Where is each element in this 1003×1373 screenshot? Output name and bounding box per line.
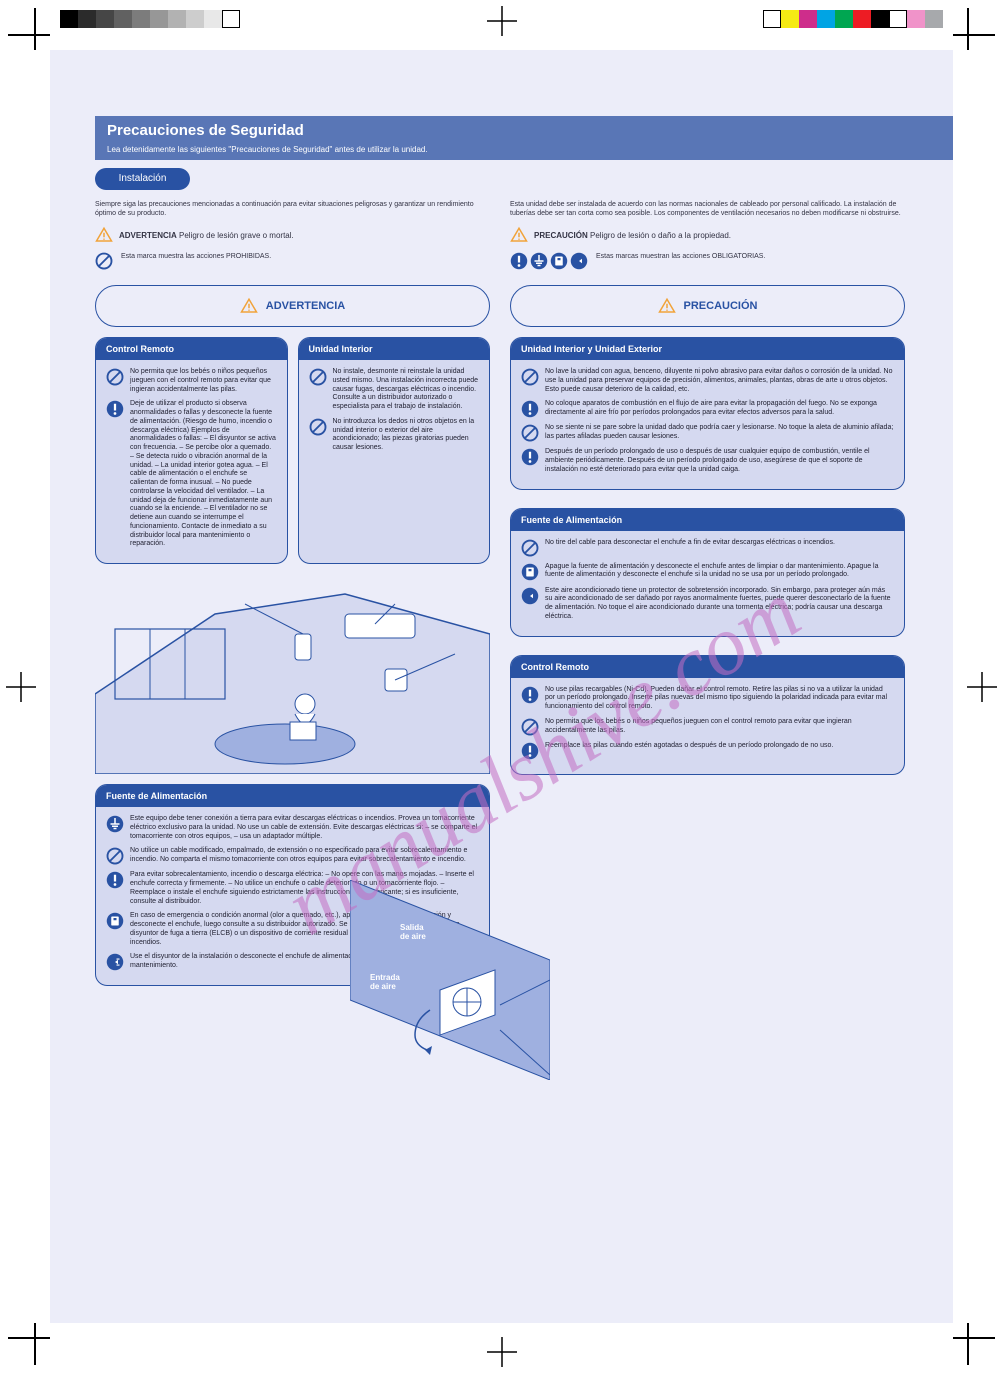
registration-mark [487, 6, 517, 36]
room-illustration [95, 574, 490, 774]
unplug-icon [570, 252, 588, 275]
card-control-remoto: Control Remoto No permita que los bebés … [95, 337, 288, 564]
section-label: ADVERTENCIA [266, 300, 345, 312]
card-title: Fuente de Alimentación [96, 785, 489, 807]
legend-mandatory: Estas marcas muestran las acciones OBLIG… [510, 252, 905, 275]
left-column: Siempre siga las precauciones mencionada… [95, 200, 490, 986]
warning-triangle-icon [95, 226, 113, 244]
manual-page: Precauciones de Seguridad Lea detenidame… [50, 50, 953, 1323]
card-body: No use pilas recargables (Ni-Cd). Pueden… [511, 678, 904, 774]
print-grayscale-bar [60, 10, 240, 28]
header-subtitle: Lea detenidamente las siguientes "Precau… [95, 145, 953, 154]
crop-mark [34, 8, 36, 50]
svg-text:de aire: de aire [400, 932, 426, 941]
legend-prohibit: Esta marca muestra las acciones PROHIBID… [95, 252, 490, 275]
svg-text:Entrada: Entrada [370, 973, 400, 982]
print-color-bar [763, 10, 943, 28]
ground-icon [106, 815, 124, 833]
registration-mark [967, 672, 997, 702]
warning-triangle-icon [658, 297, 676, 315]
card-title: Unidad Interior y Unidad Exterior [511, 338, 904, 360]
registration-mark [6, 672, 36, 702]
cards-row: Control Remoto No permita que los bebés … [95, 337, 490, 564]
card-body: No permita que los bebés o niños pequeño… [96, 360, 287, 563]
card-fuente-alimentacion-right: Fuente de Alimentación No tire del cable… [510, 508, 905, 637]
svg-text:de aire: de aire [370, 982, 396, 991]
prohibit-icon [521, 539, 539, 557]
crop-mark [8, 1337, 50, 1339]
prohibit-icon [521, 718, 539, 736]
prohibit-icon [309, 418, 327, 436]
warning-triangle-icon [510, 226, 528, 244]
switch-off-icon [550, 252, 568, 275]
card-body: No lave la unidad con agua, benceno, dil… [511, 360, 904, 489]
warning-triangle-icon [240, 297, 258, 315]
card-unidad-interior-exterior: Unidad Interior y Unidad Exterior No lav… [510, 337, 905, 490]
switch-off-icon [521, 563, 539, 581]
outdoor-unit-illustration: Entrada de aire Salida de aire [350, 880, 550, 1080]
crop-mark [953, 34, 995, 36]
caution-text: PRECAUCIÓN Peligro de lesión o daño a la… [534, 231, 731, 240]
card-control-remoto-right: Control Remoto No use pilas recargables … [510, 655, 905, 775]
intro-text: Esta unidad debe ser instalada de acuerd… [510, 200, 905, 218]
unplug-icon [106, 953, 124, 971]
warning-advisory: ADVERTENCIA Peligro de lesión grave o mo… [95, 226, 490, 244]
mandatory-icon [521, 400, 539, 418]
header-band: Precauciones de Seguridad Lea detenidame… [95, 116, 953, 160]
registration-mark [487, 1337, 517, 1367]
mandatory-icon [521, 742, 539, 760]
switch-off-icon [106, 912, 124, 930]
card-title: Fuente de Alimentación [511, 509, 904, 531]
caution-advisory: PRECAUCIÓN Peligro de lesión o daño a la… [510, 226, 905, 244]
prohibit-icon [521, 368, 539, 386]
card-title: Control Remoto [511, 656, 904, 678]
header-title: Precauciones de Seguridad [95, 116, 953, 145]
ground-icon [530, 252, 548, 275]
prohibit-icon [95, 252, 113, 275]
card-title: Unidad Interior [299, 338, 490, 360]
mandatory-icon [106, 400, 124, 418]
mandatory-icon [510, 252, 528, 275]
section-label: PRECAUCIÓN [684, 300, 758, 312]
crop-mark [8, 34, 50, 36]
crop-mark [967, 8, 969, 50]
intro-text: Siempre siga las precauciones mencionada… [95, 200, 490, 218]
crop-mark [967, 1323, 969, 1365]
legend-text: Esta marca muestra las acciones PROHIBID… [121, 252, 271, 261]
mandatory-icon [521, 686, 539, 704]
legend-text: Estas marcas muestran las acciones OBLIG… [596, 252, 765, 261]
crop-mark [34, 1323, 36, 1365]
section-badge: Instalación [95, 168, 190, 190]
prohibit-icon [106, 368, 124, 386]
prohibit-icon [106, 847, 124, 865]
mandatory-icon [106, 871, 124, 889]
unplug-icon [521, 587, 539, 605]
section-advertencia: ADVERTENCIA [95, 285, 490, 327]
card-body: No tire del cable para desconectar el en… [511, 531, 904, 636]
card-body: No instale, desmonte ni reinstale la uni… [299, 360, 490, 467]
card-title: Control Remoto [96, 338, 287, 360]
crop-mark [953, 1337, 995, 1339]
warning-text: ADVERTENCIA Peligro de lesión grave o mo… [119, 231, 294, 240]
prohibit-icon [309, 368, 327, 386]
prohibit-icon [521, 424, 539, 442]
mandatory-icon [521, 448, 539, 466]
section-precaucion: PRECAUCIÓN [510, 285, 905, 327]
svg-text:Salida: Salida [400, 923, 424, 932]
card-unidad-interior: Unidad Interior No instale, desmonte ni … [298, 337, 491, 564]
right-column: Esta unidad debe ser instalada de acuerd… [510, 200, 905, 775]
